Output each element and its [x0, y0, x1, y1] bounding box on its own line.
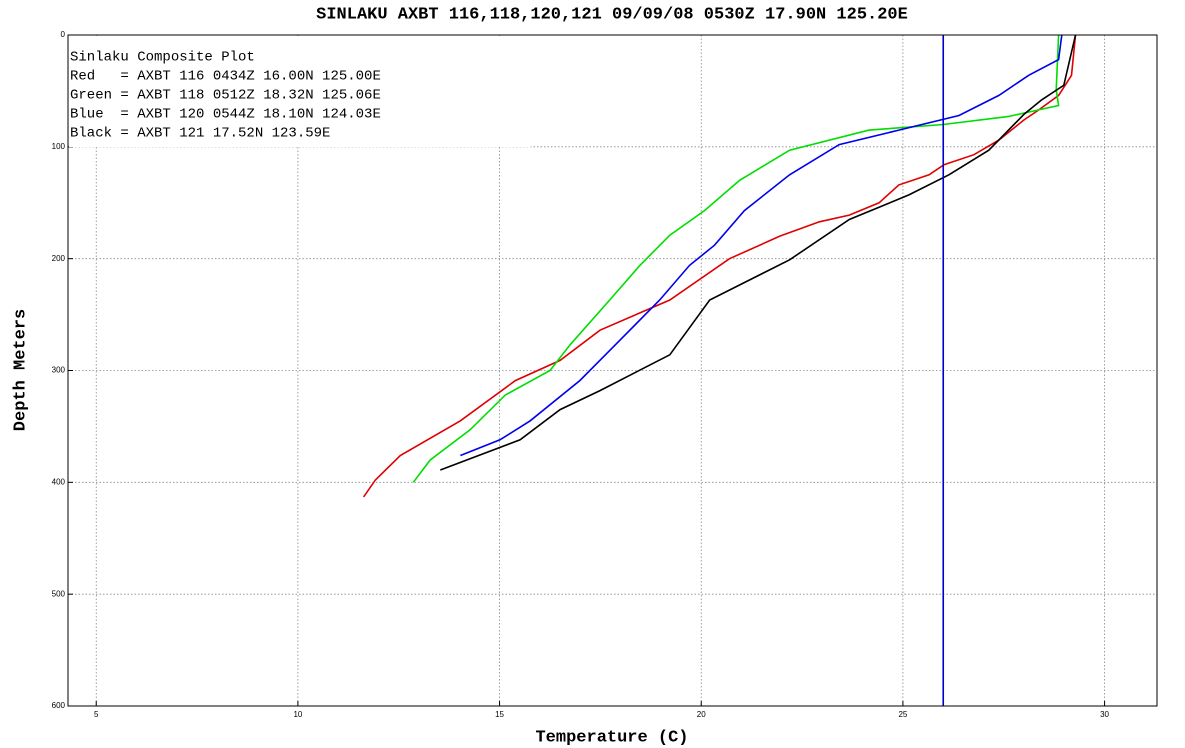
series-line [362, 34, 1077, 498]
y-tick-label: 400 [52, 477, 66, 486]
y-tick-label: 500 [52, 589, 66, 598]
x-tick-label: 30 [1100, 710, 1109, 719]
legend-line: Blue = AXBT 120 0544Z 18.10N 124.03E [70, 107, 381, 123]
series-line [460, 34, 1063, 457]
y-tick-label: 200 [52, 254, 66, 263]
y-tick-label: 100 [52, 142, 66, 151]
x-tick-label: 5 [94, 710, 99, 719]
legend-line: Black = AXBT 121 17.52N 123.59E [70, 126, 330, 142]
x-tick-label: 20 [697, 710, 706, 719]
y-axis-label: Depth Meters [11, 309, 30, 431]
x-tick-label: 10 [293, 710, 302, 719]
x-tick-label: 15 [495, 710, 504, 719]
y-tick-label: 600 [52, 701, 66, 710]
series-line [440, 34, 1077, 471]
legend-background [69, 36, 531, 147]
y-tick-label: 300 [52, 366, 66, 375]
legend-line: Sinlaku Composite Plot [70, 50, 255, 66]
x-axis-label: Temperature (C) [535, 728, 688, 747]
x-tick-label: 25 [898, 710, 907, 719]
chart-title: SINLAKU AXBT 116,118,120,121 09/09/08 05… [316, 5, 908, 24]
legend-line: Red = AXBT 116 0434Z 16.00N 125.00E [70, 69, 381, 85]
y-tick-label: 0 [61, 30, 66, 39]
plot-frame [67, 34, 1158, 707]
series-line [412, 34, 1060, 483]
legend-line: Green = AXBT 118 0512Z 18.32N 125.06E [70, 88, 381, 104]
